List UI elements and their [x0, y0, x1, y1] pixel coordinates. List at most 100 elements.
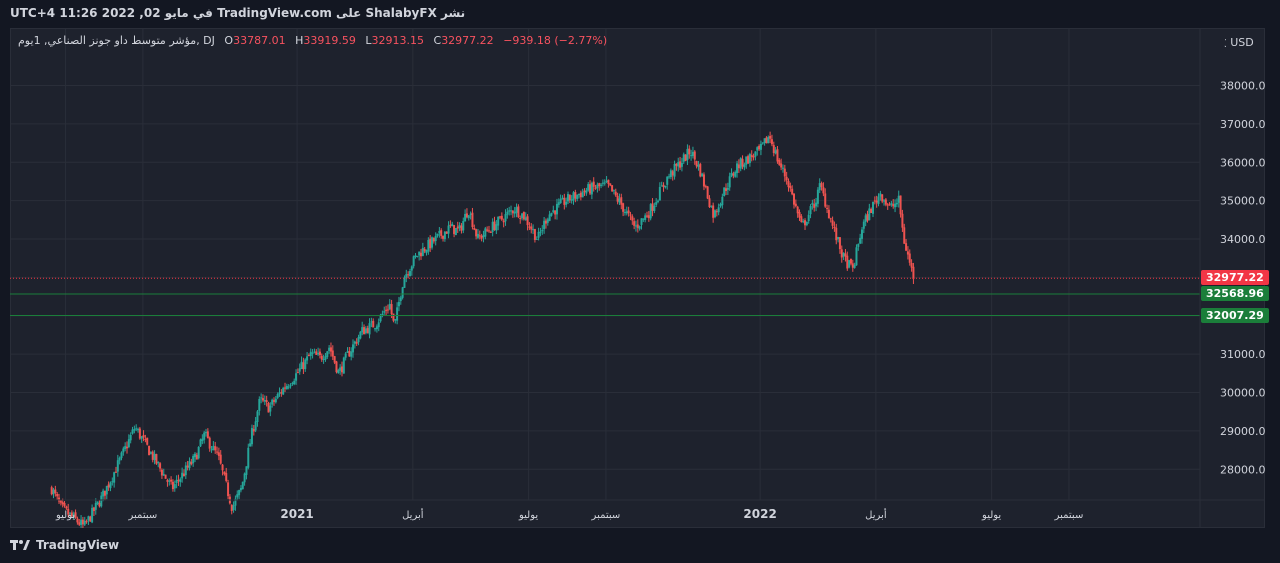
candle-body: [872, 201, 875, 214]
candle-body: [791, 188, 794, 195]
candle-body: [873, 200, 876, 202]
candle-body: [734, 171, 737, 177]
candle-body: [824, 193, 827, 207]
candle-body: [59, 500, 62, 503]
candle-body: [414, 255, 417, 257]
candle-body: [647, 215, 650, 219]
candle-body: [103, 490, 106, 496]
candle-body: [396, 307, 399, 321]
candle-body: [293, 380, 296, 385]
candle-body: [436, 233, 439, 236]
price-level-tag[interactable]: 32007.29: [1201, 307, 1269, 323]
candle-body: [912, 266, 915, 280]
candle-body: [522, 211, 525, 220]
candle-body: [271, 399, 274, 405]
candle-body: [587, 184, 590, 191]
currency-label[interactable]: USD: [1230, 36, 1254, 49]
candle-body: [780, 163, 783, 168]
candle-body: [394, 319, 397, 321]
candle-body: [311, 352, 314, 354]
candle-body: [175, 479, 178, 483]
candle-body: [221, 464, 224, 471]
candle-body: [842, 252, 845, 257]
candle-body: [480, 235, 483, 239]
candle-body: [157, 462, 160, 464]
candle-body: [767, 137, 770, 144]
candle-body: [153, 453, 156, 461]
horizontal-lines[interactable]: [10, 277, 1200, 317]
candle-body: [905, 243, 908, 251]
candle-body: [486, 229, 489, 231]
candle-body: [809, 206, 812, 215]
candle-body: [537, 231, 540, 238]
candle-body: [761, 142, 764, 144]
candle-body: [267, 402, 270, 413]
candle-body: [723, 187, 726, 197]
candle-body: [888, 204, 891, 206]
candle-body: [87, 516, 90, 521]
candle-body: [94, 503, 97, 510]
time-tick-label: أبريل: [402, 508, 424, 521]
candle-body: [765, 137, 768, 144]
candle-body: [317, 352, 320, 355]
candle-body: [651, 203, 654, 211]
candle-body: [644, 215, 647, 221]
close-label: C: [433, 34, 442, 47]
candle-body: [427, 239, 430, 252]
candle-body: [725, 188, 728, 191]
time-axis[interactable]: يوليو سبتمبر 2021 أبريل يوليو سبتمبر 2022 أبريل…: [55, 507, 1083, 521]
candle-body: [241, 481, 244, 490]
tradingview-footer[interactable]: TradingView: [10, 538, 119, 552]
candle-body: [177, 479, 180, 481]
candle-body: [346, 351, 349, 353]
candle-body: [616, 195, 619, 202]
candle-body: [278, 392, 281, 394]
candle-body: [295, 373, 298, 381]
candle-body: [166, 480, 169, 482]
candle-body: [618, 198, 621, 203]
candle-body: [541, 230, 544, 232]
candle-body: [535, 238, 538, 240]
candle-body: [309, 351, 312, 357]
price-level-tag[interactable]: 32977.22: [1201, 270, 1269, 286]
candle-body: [361, 327, 364, 333]
candle-body: [769, 135, 772, 139]
candle-body: [81, 519, 84, 525]
candle-body: [355, 341, 358, 344]
time-tick-label: أبريل: [865, 508, 887, 521]
brand-name: TradingView: [36, 538, 120, 552]
candle-body: [743, 164, 746, 168]
price-level-tag[interactable]: 32568.96: [1201, 285, 1269, 301]
candle-body: [701, 173, 704, 177]
candle-body: [159, 463, 162, 469]
candle-body: [285, 385, 288, 390]
candle-body: [131, 429, 134, 434]
change-value: −939.18 (−2.77%): [503, 34, 608, 47]
candle-body: [155, 454, 158, 464]
candle-body: [98, 502, 101, 507]
price-chart[interactable]: 28000.0029000.0030000.0031000.0032000.00…: [10, 28, 1265, 528]
candle-body: [633, 221, 636, 226]
candle-body: [357, 337, 360, 343]
candle-body: [368, 323, 371, 335]
candle-body: [548, 214, 551, 221]
candle-body: [813, 204, 816, 208]
candle-body: [261, 398, 264, 401]
price-tick-label: 29000.00: [1220, 425, 1265, 438]
candle-body: [76, 518, 79, 523]
candle-body: [747, 156, 750, 164]
candle-body: [315, 351, 318, 355]
candle-body: [392, 313, 395, 321]
candle-body: [519, 217, 522, 219]
candle-body: [600, 184, 603, 186]
symbol-name[interactable]: مؤشر متوسط داو جونز الصناعي, 1يوم, DJ: [18, 34, 215, 47]
candle-body: [425, 250, 428, 253]
candle-body: [307, 354, 310, 357]
candle-body: [870, 209, 873, 214]
candle-body: [715, 211, 718, 213]
candle-body: [399, 297, 402, 302]
candle-body: [179, 479, 182, 483]
candle-body: [906, 251, 909, 255]
candle-body: [640, 218, 643, 225]
candle-body: [881, 194, 884, 202]
